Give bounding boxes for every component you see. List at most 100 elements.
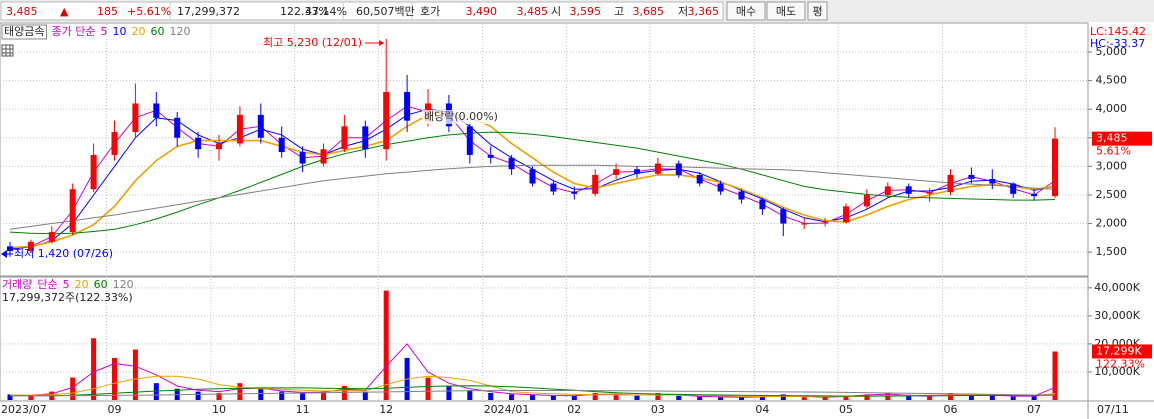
- ticker-low: 3,365: [688, 5, 720, 18]
- volume-bar: [488, 392, 494, 400]
- candle-body: [696, 174, 703, 184]
- title-box: [1, 24, 47, 40]
- button-label[interactable]: 매수: [736, 5, 756, 18]
- volume-average: [10, 385, 1056, 397]
- candle-body: [654, 163, 661, 174]
- volume-bar: [989, 394, 995, 400]
- annotation: 최저 1,420 (07/26): [14, 247, 113, 260]
- volume-bar: [718, 397, 724, 400]
- volume-bar: [258, 388, 264, 400]
- ticker-bid: 3,485: [517, 5, 549, 18]
- volume-panel: [0, 276, 1089, 402]
- chart-title: 태양금속: [4, 25, 44, 38]
- annotation: 최고 5,230 (12/01): [263, 36, 362, 49]
- volume-bar: [132, 349, 138, 400]
- candle-body: [989, 178, 996, 184]
- candle-body: [717, 183, 724, 192]
- legend-entry: 5: [100, 25, 107, 38]
- volume-bar: [550, 395, 556, 400]
- candle-body: [1010, 183, 1017, 194]
- x-tick-label: 04: [755, 403, 769, 416]
- candle-body: [48, 232, 55, 242]
- ticker-price: 3,485: [6, 5, 38, 18]
- candle-body: [69, 189, 76, 233]
- ticker-change-pct: +5.61%: [127, 5, 171, 18]
- candle-body: [613, 169, 620, 175]
- button-label[interactable]: 평: [812, 5, 822, 18]
- candle-body: [822, 222, 829, 224]
- candle-body: [675, 163, 682, 175]
- candle-body: [299, 152, 306, 164]
- ticker-open: 3,595: [570, 5, 602, 18]
- candle-body: [550, 183, 557, 192]
- x-tick-label: 09: [108, 403, 122, 416]
- volume-bar: [300, 392, 306, 400]
- button[interactable]: [807, 1, 828, 21]
- volume-bar: [1052, 351, 1058, 400]
- candle-body: [884, 186, 891, 195]
- x-tick-label: 03: [651, 403, 665, 416]
- annotation-bg: [422, 110, 500, 124]
- annotation: 배당락(0.00%): [424, 110, 498, 123]
- ticker-turnover: 47.14%: [305, 5, 347, 18]
- legend-label: 단순: [37, 278, 57, 291]
- y-tick-label: 4,000: [1096, 102, 1128, 115]
- candle-body: [926, 192, 933, 194]
- last-change-label: 122.33%: [1096, 357, 1145, 370]
- candle-body: [571, 191, 578, 194]
- volume-bar: [634, 395, 640, 400]
- y-tick-label: 2,500: [1096, 188, 1128, 201]
- moving-average: [9, 111, 1056, 249]
- candle-body: [111, 132, 118, 155]
- legend-entry: 120: [113, 278, 134, 291]
- x-tick-label: 07: [1027, 403, 1041, 416]
- candle-body: [383, 92, 390, 150]
- ticker-high-label: 고: [614, 5, 624, 18]
- candle-body: [195, 137, 202, 150]
- ticker-ask: 3,490: [466, 5, 498, 18]
- legend-label: 종가 단순: [51, 25, 95, 38]
- annotation-arrowhead: [379, 40, 385, 46]
- candle-body: [236, 114, 243, 144]
- last-value-label: 17,299K: [1096, 344, 1142, 357]
- volume-bar: [1010, 396, 1016, 400]
- candle-body: [320, 149, 327, 164]
- button-label[interactable]: 매도: [776, 5, 796, 18]
- y-tick-label: 2,000: [1096, 217, 1128, 230]
- indicator: LC:145.42: [1090, 25, 1146, 38]
- volume-bar: [28, 395, 34, 400]
- legend-entry: 60: [150, 25, 164, 38]
- y-tick-label: 3,000: [1096, 159, 1128, 172]
- ticker-volume: 17,299,372: [177, 5, 240, 18]
- ticker-box: [0, 1, 724, 21]
- button[interactable]: [726, 1, 766, 21]
- last-value-tag: [1092, 344, 1152, 359]
- volume-average: [9, 343, 1056, 398]
- x-tick-label: 02: [567, 403, 581, 416]
- volume-bar: [530, 394, 535, 400]
- volume-bar: [759, 396, 765, 400]
- button[interactable]: [766, 1, 806, 21]
- last-change-label: 5.61%: [1096, 145, 1131, 158]
- x-end-label: 07/11: [1097, 403, 1129, 416]
- y-tick-label: 30,000K: [1094, 309, 1140, 322]
- volume-bar: [7, 394, 13, 400]
- legend-entry: 5: [63, 278, 70, 291]
- volume-bar: [216, 392, 222, 400]
- volume-bar: [697, 396, 703, 400]
- candle-body: [1031, 193, 1038, 197]
- legend-entry: 20: [131, 25, 145, 38]
- y-tick-label: 4,500: [1096, 74, 1128, 87]
- x-tick-label: 2023/07: [1, 403, 47, 416]
- volume-bar: [1031, 395, 1037, 400]
- candle-body: [153, 103, 160, 118]
- ticker-amount: 60,507백만: [356, 5, 415, 18]
- volume-bar: [592, 392, 598, 400]
- volume-bar: [864, 394, 870, 400]
- volume-bar: [948, 392, 953, 400]
- candle-body: [487, 154, 494, 158]
- y-tick-label: 1,500: [1096, 245, 1128, 258]
- volume-bar: [446, 385, 452, 400]
- ticker-open-label: 시: [551, 5, 561, 18]
- moving-average: [9, 131, 1056, 235]
